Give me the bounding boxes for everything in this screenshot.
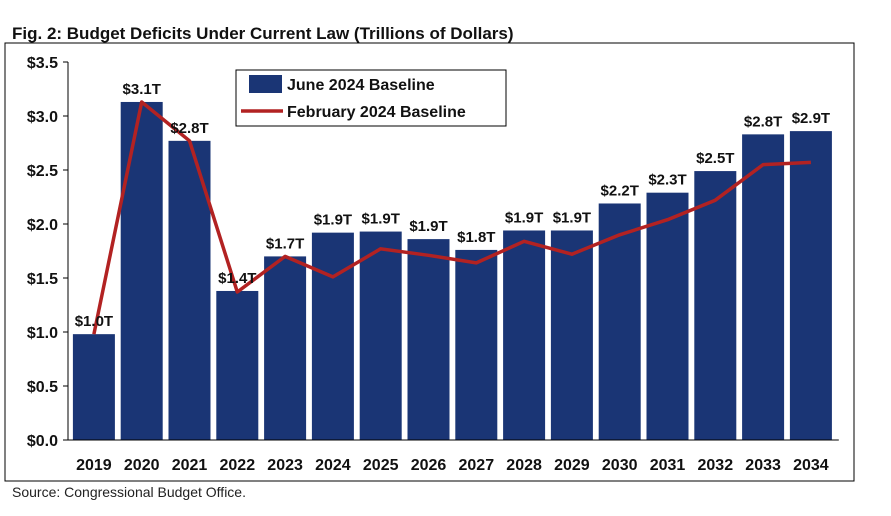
data-label: $1.9T <box>409 218 447 235</box>
x-tick-label: 2025 <box>363 457 399 474</box>
plot-area-frame <box>4 42 855 482</box>
bar <box>550 230 593 440</box>
y-axis: $0.0 $0.5 $1.0 $1.5 $2.0 $2.5 $3.0 $3.5 <box>27 55 69 450</box>
bar <box>598 203 641 440</box>
x-tick-label: 2033 <box>745 457 781 474</box>
source-note: Source: Congressional Budget Office. <box>12 484 246 500</box>
data-label: $1.4T <box>218 270 256 287</box>
x-tick-label: 2022 <box>220 457 256 474</box>
y-tick-label: $3.5 <box>27 55 58 72</box>
x-tick-label: 2034 <box>793 457 829 474</box>
data-label: $1.7T <box>266 235 304 252</box>
chart-title: Fig. 2: Budget Deficits Under Current La… <box>12 24 514 43</box>
data-label: $1.9T <box>314 212 352 229</box>
y-tick-label: $0.5 <box>27 379 58 396</box>
data-label: $3.1T <box>123 81 161 98</box>
x-tick-label: 2029 <box>554 457 590 474</box>
x-tick-label: 2032 <box>698 457 734 474</box>
bar <box>264 256 307 440</box>
bar <box>407 239 450 440</box>
x-tick-label: 2023 <box>267 457 303 474</box>
x-tick-label: 2019 <box>76 457 112 474</box>
data-label: $2.9T <box>792 110 830 127</box>
bar <box>646 192 689 440</box>
x-tick-label: 2024 <box>315 457 351 474</box>
x-tick-label: 2020 <box>124 457 160 474</box>
x-tick-label: 2026 <box>411 457 447 474</box>
bar <box>120 101 163 441</box>
x-axis: 2019 2020 2021 2022 2023 2024 2025 2026 2027 2028… <box>68 439 839 474</box>
y-tick-label: $2.0 <box>27 217 58 234</box>
data-label: $2.5T <box>696 150 734 167</box>
data-label: $1.0T <box>75 313 113 330</box>
bar <box>742 134 785 441</box>
bar <box>694 171 737 440</box>
line-series <box>92 100 811 335</box>
data-label: $1.9T <box>553 209 591 226</box>
data-label: $2.3T <box>648 172 686 189</box>
legend: June 2024 Baseline February 2024 Baseline <box>235 69 507 127</box>
data-label: $1.9T <box>362 211 400 228</box>
data-label: $2.2T <box>601 182 639 199</box>
bar <box>789 131 832 440</box>
y-tick-label: $3.0 <box>27 109 58 126</box>
line-february-2024 <box>92 100 811 335</box>
bar <box>216 290 259 440</box>
data-label: $1.8T <box>457 229 495 246</box>
legend-label-february: February 2024 Baseline <box>287 104 466 121</box>
legend-label-june: June 2024 Baseline <box>287 77 435 94</box>
x-tick-label: 2028 <box>506 457 542 474</box>
x-tick-label: 2030 <box>602 457 638 474</box>
x-tick-label: 2027 <box>459 457 495 474</box>
bar <box>503 230 546 440</box>
y-tick-label: $2.5 <box>27 163 58 180</box>
x-tick-label: 2021 <box>172 457 208 474</box>
y-tick-label: $1.0 <box>27 325 58 342</box>
data-label: $1.9T <box>505 209 543 226</box>
x-tick-label: 2031 <box>650 457 686 474</box>
bar <box>359 231 402 440</box>
bar <box>72 334 115 440</box>
data-label: $2.8T <box>170 120 208 137</box>
y-tick-label: $1.5 <box>27 271 58 288</box>
bar-data-labels: $1.0T $3.1T $2.8T $1.4T $1.7T $1.9T $1.9T $1.9T… <box>75 81 830 330</box>
y-tick-label: $0.0 <box>27 433 58 450</box>
bar <box>455 249 498 440</box>
data-label: $2.8T <box>744 113 782 130</box>
bars-june-2024 <box>72 101 832 441</box>
legend-swatch-bar <box>249 75 282 93</box>
bar <box>311 232 354 440</box>
